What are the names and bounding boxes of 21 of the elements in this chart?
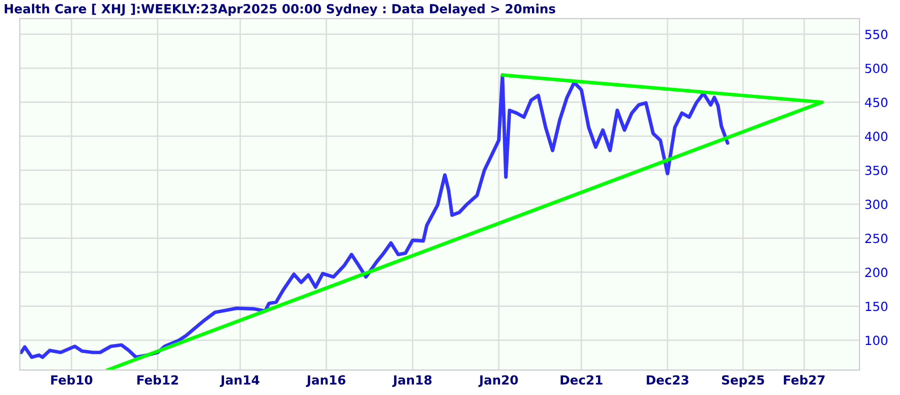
y-tick-label: 500: [865, 64, 888, 74]
x-tick-label: Jan14: [220, 375, 260, 387]
y-tick-label: 550: [865, 30, 888, 40]
y-tick-label: 250: [865, 234, 888, 244]
x-tick-label: Jan18: [392, 375, 432, 387]
x-tick-label: Feb10: [51, 374, 92, 385]
chart-title: Health Care [ XHJ ]:WEEKLY:23Apr2025 00:00 Sydney : Data Delayed > 20mins: [4, 4, 556, 16]
x-tick-label: Dec21: [560, 375, 602, 385]
y-tick-label: 400: [864, 132, 888, 142]
x-tick-label: Jan16: [306, 375, 346, 387]
x-tick-label: Feb27: [784, 374, 825, 385]
x-tick-label: Jan20: [478, 375, 518, 387]
y-tick-label: 100: [866, 336, 888, 346]
y-tick-label: 450: [864, 98, 888, 108]
x-tick-label: Feb12: [137, 374, 178, 385]
x-tick-label: Dec23: [646, 375, 688, 385]
x-tick-label: Sep25: [722, 375, 764, 388]
y-tick-label: 350: [865, 166, 888, 176]
y-tick-label: 150: [866, 302, 888, 312]
y-tick-label: 200: [865, 268, 888, 278]
y-tick-label: 300: [865, 200, 888, 210]
